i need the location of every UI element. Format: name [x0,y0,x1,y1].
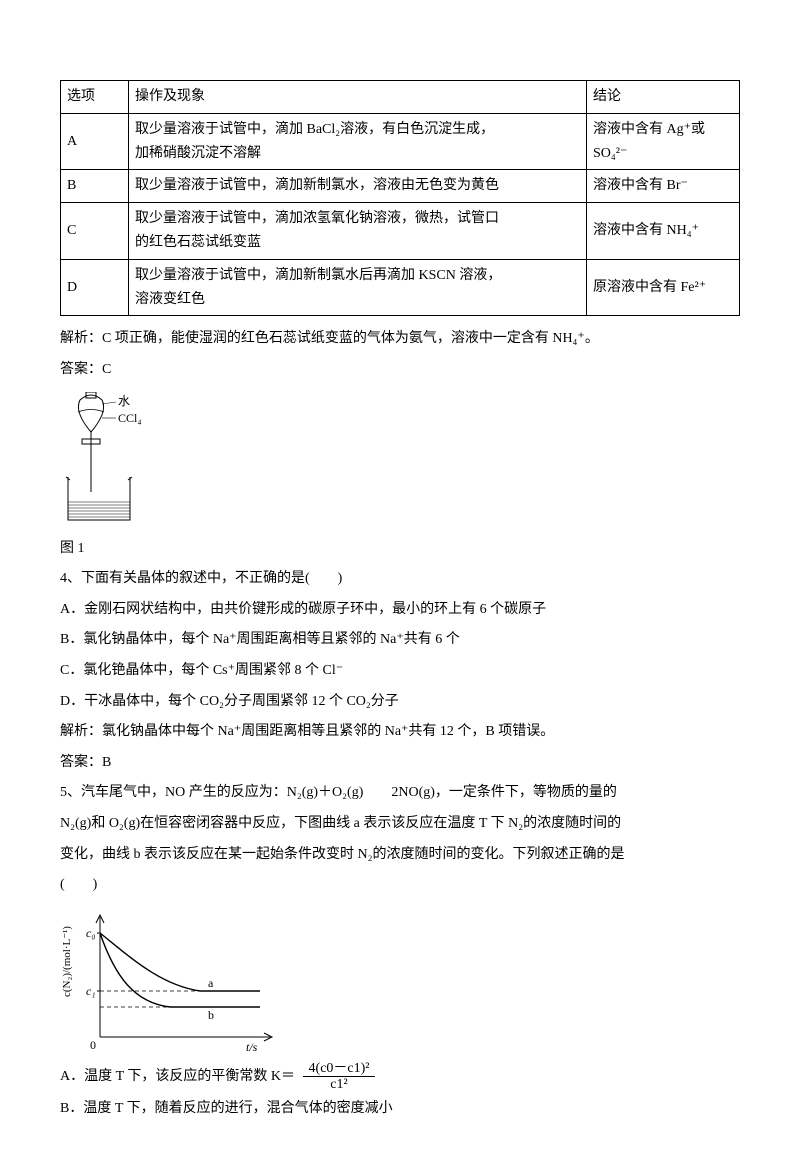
figure-1: 水 CCl₄ [60,392,740,532]
cell-op-l2: 溶液变红色 [135,292,205,307]
q5-chart: c₀ c₁ a b 0 t/s c(N₂)/(mol·L⁻¹) [60,907,740,1057]
cell-res: 原溶液中含有 Fe²⁺ [587,259,740,316]
cell-op-l1: 取少量溶液于试管中，滴加新制氯水后再滴加 KSCN 溶液， [135,268,501,283]
cell-res: 溶液中含有 Ag⁺或 SO₄²⁻ [587,113,740,170]
q4-opt-a: A．金刚石网状结构中，由共价键形成的碳原子环中，最小的环上有 6 个碳原子 [60,597,740,624]
th-result: 结论 [587,81,740,114]
cell-opt: D [61,259,129,316]
cell-res-l1: 溶液中含有 Ag⁺或 [593,122,705,137]
q4-opt-c: C．氯化铯晶体中，每个 Cs⁺周围紧邻 8 个 Cl⁻ [60,658,740,685]
cell-opt: B [61,170,129,203]
q4-analysis: 解析：氯化钠晶体中每个 Na⁺周围距离相等且紧邻的 Na⁺共有 12 个，B 项… [60,719,740,746]
table-header-row: 选项 操作及现象 结论 [61,81,740,114]
q5-opt-a-prefix: A．温度 T 下，该反应的平衡常数 K＝ [60,1069,295,1084]
q4-opt-b: B．氯化钠晶体中，每个 Na⁺周围距离相等且紧邻的 Na⁺共有 6 个 [60,627,740,654]
cell-opt: A [61,113,129,170]
options-table: 选项 操作及现象 结论 A 取少量溶液于试管中，滴加 BaCl₂溶液，有白色沉淀… [60,80,740,316]
fraction-den: c1² [303,1077,376,1092]
label-ccl4: CCl₄ [118,411,142,425]
cell-op: 取少量溶液于试管中，滴加新制氯水后再滴加 KSCN 溶液， 溶液变红色 [129,259,587,316]
xlabel: t/s [246,1040,258,1054]
origin-label: 0 [90,1038,96,1052]
cell-op-l1: 取少量溶液于试管中，滴加浓氢氧化钠溶液，微热，试管口 [135,211,499,226]
answer-text: 答案：C [60,357,740,384]
th-operation: 操作及现象 [129,81,587,114]
q5-opt-a: A．温度 T 下，该反应的平衡常数 K＝ 4(c0－c1)² c1² [60,1061,740,1093]
table-row: A 取少量溶液于试管中，滴加 BaCl₂溶液，有白色沉淀生成， 加稀硝酸沉淀不溶… [61,113,740,170]
q5-stem-l2: N₂(g)和 O₂(g)在恒容密闭容器中反应，下图曲线 a 表示该反应在温度 T… [60,811,740,838]
q5-stem-l3: 变化，曲线 b 表示该反应在某一起始条件改变时 N₂的浓度随时间的变化。下列叙述… [60,842,740,869]
analysis-text: 解析：C 项正确，能使湿润的红色石蕊试纸变蓝的气体为氨气，溶液中一定含有 NH₄… [60,326,740,353]
fraction: 4(c0－c1)² c1² [303,1061,376,1093]
cell-res: 溶液中含有 NH₄⁺ [587,203,740,260]
q5-stem-l4: ( ) [60,872,740,899]
label-water: 水 [118,394,130,408]
fraction-num: 4(c0－c1)² [303,1061,376,1077]
th-option: 选项 [61,81,129,114]
ytick-c1: c₁ [86,984,96,998]
cell-res: 溶液中含有 Br⁻ [587,170,740,203]
table-row: D 取少量溶液于试管中，滴加新制氯水后再滴加 KSCN 溶液， 溶液变红色 原溶… [61,259,740,316]
ytick-c0: c₀ [86,926,96,940]
apparatus-icon: 水 CCl₄ [60,392,170,532]
q5-stem-l1: 5、汽车尾气中，NO 产生的反应为：N₂(g)＋O₂(g) 2NO(g)，一定条… [60,780,740,807]
q4-stem: 4、下面有关晶体的叙述中，不正确的是( ) [60,566,740,593]
q5-opt-b: B．温度 T 下，随着反应的进行，混合气体的密度减小 [60,1096,740,1123]
cell-op-l2: 加稀硝酸沉淀不溶解 [135,146,261,161]
cell-op: 取少量溶液于试管中，滴加新制氯水，溶液由无色变为黄色 [129,170,587,203]
cell-op: 取少量溶液于试管中，滴加 BaCl₂溶液，有白色沉淀生成， 加稀硝酸沉淀不溶解 [129,113,587,170]
cell-opt: C [61,203,129,260]
cell-op: 取少量溶液于试管中，滴加浓氢氧化钠溶液，微热，试管口 的红色石蕊试纸变蓝 [129,203,587,260]
table-row: C 取少量溶液于试管中，滴加浓氢氧化钠溶液，微热，试管口 的红色石蕊试纸变蓝 溶… [61,203,740,260]
figure-1-caption: 图 1 [60,536,740,563]
cell-op-l2: 的红色石蕊试纸变蓝 [135,235,261,250]
cell-res-l2: SO₄²⁻ [593,146,627,161]
curve-b-label: b [208,1008,214,1022]
table-row: B 取少量溶液于试管中，滴加新制氯水，溶液由无色变为黄色 溶液中含有 Br⁻ [61,170,740,203]
q4-opt-d: D．干冰晶体中，每个 CO₂分子周围紧邻 12 个 CO₂分子 [60,689,740,716]
cell-op-l1: 取少量溶液于试管中，滴加 BaCl₂溶液，有白色沉淀生成， [135,122,494,137]
concentration-chart-icon: c₀ c₁ a b 0 t/s c(N₂)/(mol·L⁻¹) [60,907,290,1057]
q4-answer: 答案：B [60,750,740,777]
curve-a-label: a [208,976,214,990]
ylabel: c(N₂)/(mol·L⁻¹) [61,925,73,996]
